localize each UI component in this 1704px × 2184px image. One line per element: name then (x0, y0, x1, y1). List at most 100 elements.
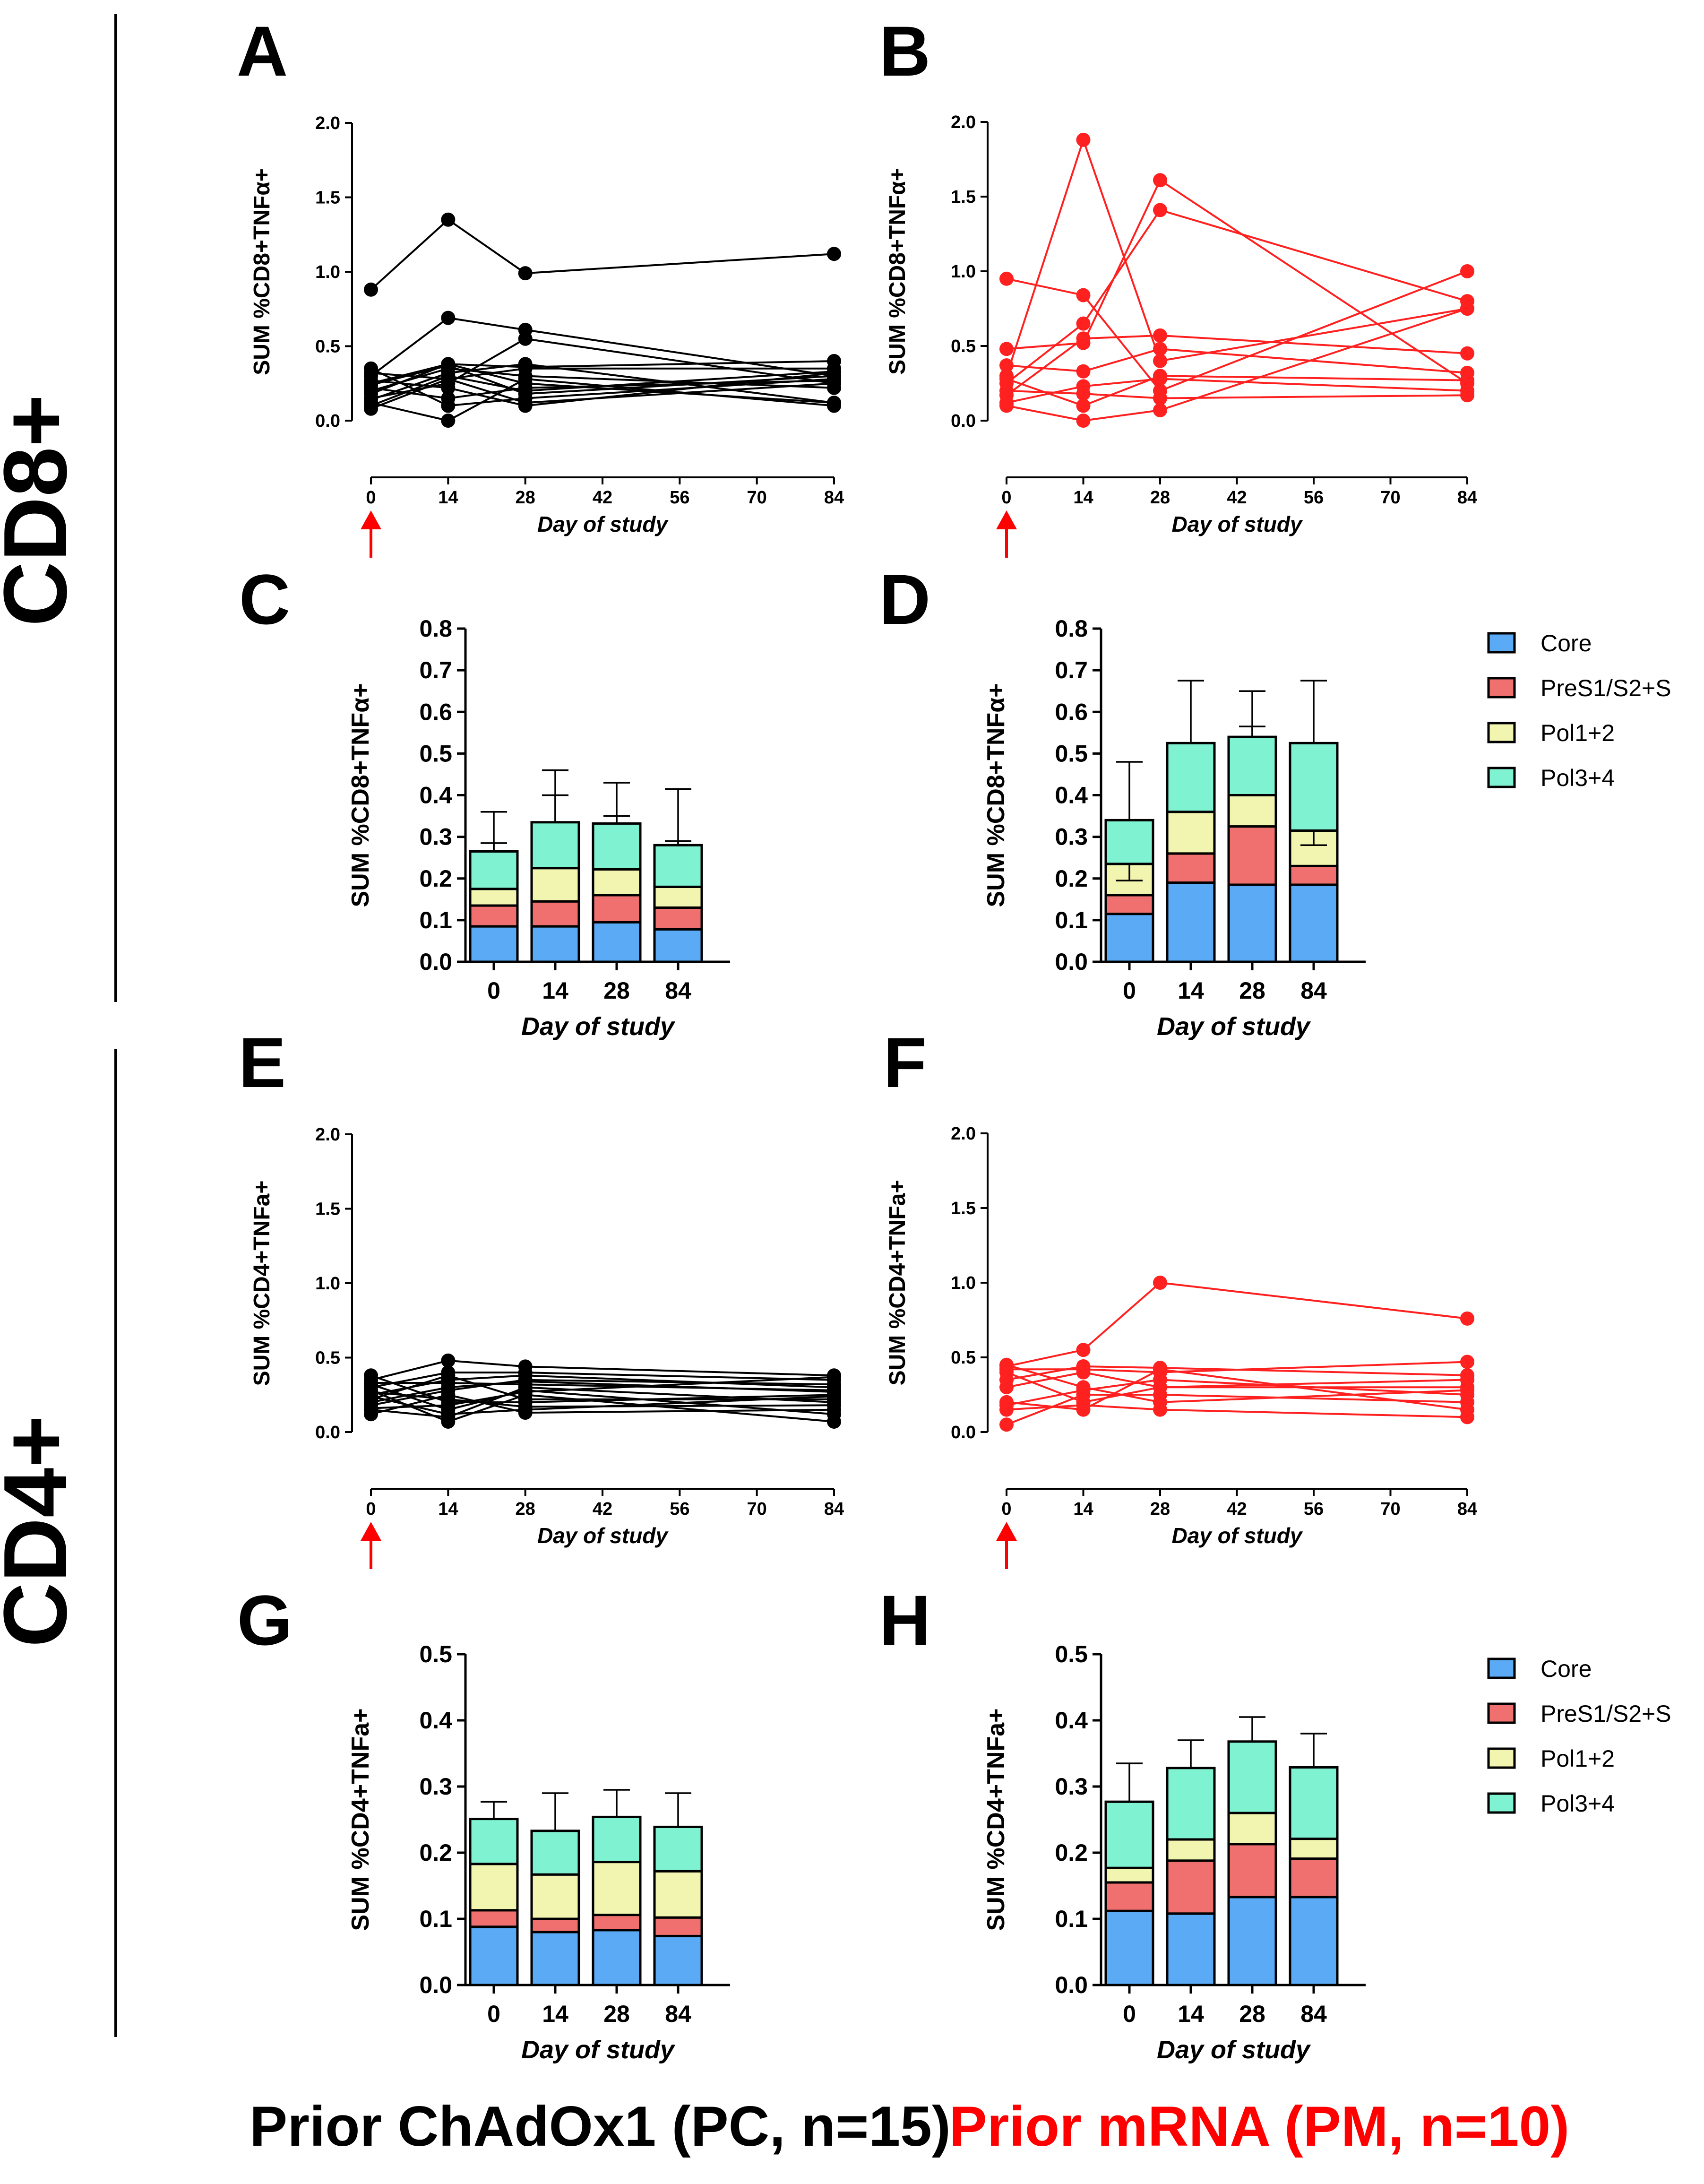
x-tick-label: 56 (670, 488, 689, 508)
row-label-cd8: CD8+ (0, 394, 86, 626)
y-axis-label: SUM %CD4+TNFa+ (982, 1709, 1010, 1931)
bar-segment-pol34 (1104, 1800, 1154, 1869)
y-tick-label: 0.0 (1055, 949, 1088, 975)
data-point (1076, 331, 1091, 346)
x-tick-label: 70 (1380, 1499, 1400, 1519)
bar-segment-preS (469, 1909, 519, 1928)
bar-segment-core (653, 1934, 703, 1986)
data-point (441, 414, 456, 428)
data-point (518, 266, 533, 281)
bar-segment-preS (530, 900, 580, 928)
x-axis-label: Day of study (537, 512, 669, 536)
data-point (1460, 346, 1474, 361)
y-tick-label: 0.5 (419, 740, 452, 767)
data-point (441, 311, 456, 325)
data-point (999, 271, 1014, 286)
series-line (370, 1376, 835, 1409)
data-point (441, 1353, 456, 1368)
x-tick-label: 0 (1001, 488, 1011, 508)
panel-letter-g: G (237, 1580, 293, 1660)
x-tick-label: 84 (665, 977, 691, 1004)
bar-segment-core (1104, 913, 1154, 963)
x-tick-label: 42 (593, 1499, 612, 1519)
footer-prior-chadox1: Prior ChAdOx1 (PC, n=15) (250, 2095, 951, 2158)
x-axis-label: Day of study (1157, 1012, 1311, 1041)
y-tick-label: 1.0 (951, 262, 976, 282)
y-tick-label: 0.0 (951, 411, 976, 431)
x-tick-label: 84 (1300, 2001, 1327, 2027)
data-point (441, 1407, 456, 1422)
legend-swatch-pol34 (1487, 1792, 1516, 1814)
bar-segment-core (1289, 883, 1339, 963)
y-tick-label: 0.4 (1055, 1707, 1088, 1734)
y-tick-label: 0.0 (419, 949, 452, 975)
series-line (370, 364, 835, 395)
x-axis-label: Day of study (1157, 2036, 1311, 2064)
data-point (1460, 302, 1474, 316)
legend-swatch-core (1487, 632, 1516, 654)
data-point (364, 366, 378, 380)
legend-label-preS: PreS1/S2+S (1540, 1701, 1671, 1727)
x-tick-label: 14 (438, 488, 458, 508)
data-point (1153, 1380, 1167, 1395)
legend-label-core: Core (1540, 630, 1592, 656)
y-tick-label: 0.8 (419, 615, 452, 642)
y-tick-label: 0.2 (419, 865, 452, 892)
y-tick-label: 0.2 (1055, 865, 1088, 892)
data-point (999, 1357, 1014, 1372)
bar-segment-preS (592, 1914, 642, 1932)
x-tick-label: 56 (1304, 1499, 1324, 1519)
arrow-head-icon (996, 510, 1017, 529)
x-tick-label: 14 (1073, 488, 1093, 508)
panel-letter-f: F (883, 1023, 927, 1102)
data-point (518, 387, 533, 401)
series-line (370, 363, 835, 404)
y-tick-label: 0.0 (951, 1423, 976, 1442)
bar-segment-pol34 (530, 821, 580, 870)
x-axis-label: Day of study (537, 1523, 669, 1548)
x-tick-label: 0 (366, 1499, 376, 1519)
bar-segment-preS (530, 1917, 580, 1934)
y-axis-label: SUM %CD4+TNFa+ (250, 1181, 275, 1386)
data-point (1460, 1311, 1474, 1326)
data-point (1460, 264, 1474, 278)
series-line (1006, 378, 1468, 404)
x-tick-label: 28 (516, 488, 535, 508)
bar-segment-pol34 (1166, 1767, 1216, 1841)
x-axis-label: Day of study (521, 1012, 676, 1041)
data-point (1076, 132, 1091, 147)
bar-segment-core (1104, 1909, 1154, 1986)
bar-segment-preS (1166, 852, 1216, 884)
data-point (364, 392, 378, 407)
data-point (827, 369, 841, 383)
data-point (1153, 1395, 1167, 1409)
series-line (370, 1374, 834, 1400)
x-tick-label: 56 (1304, 488, 1324, 508)
x-axis-label: Day of study (1171, 1523, 1303, 1548)
x-tick-label: 28 (1150, 488, 1170, 508)
arrow-head-icon (361, 1522, 381, 1541)
x-tick-label: 28 (603, 977, 630, 1004)
y-tick-label: 0.5 (419, 1641, 452, 1667)
data-point (1076, 288, 1091, 302)
series-line (1007, 1361, 1468, 1373)
data-point (1153, 203, 1167, 217)
data-point (827, 1389, 841, 1404)
data-point (827, 396, 841, 410)
bar-segment-preS (1104, 894, 1154, 915)
x-tick-label: 14 (1073, 1499, 1093, 1519)
data-point (1076, 1343, 1091, 1357)
data-point (364, 1389, 378, 1404)
bar-segment-pol12 (530, 1873, 580, 1920)
y-tick-label: 0.5 (951, 1348, 976, 1368)
panels: A 0.0 0.5 1.0 1.5 2.0 0 14 28 42 56 70 84 Day of stud… (237, 11, 1671, 2064)
bar-segment-core (469, 1925, 519, 1986)
bar-segment-pol12 (1166, 1838, 1216, 1862)
series-line (1006, 1368, 1468, 1411)
data-point (1076, 398, 1091, 413)
series-line (1006, 1379, 1468, 1407)
series-line (1006, 1365, 1468, 1381)
y-tick-label: 0.8 (1055, 615, 1088, 642)
bar-segment-pol34 (1289, 742, 1339, 832)
bar-segment-core (1227, 883, 1277, 963)
